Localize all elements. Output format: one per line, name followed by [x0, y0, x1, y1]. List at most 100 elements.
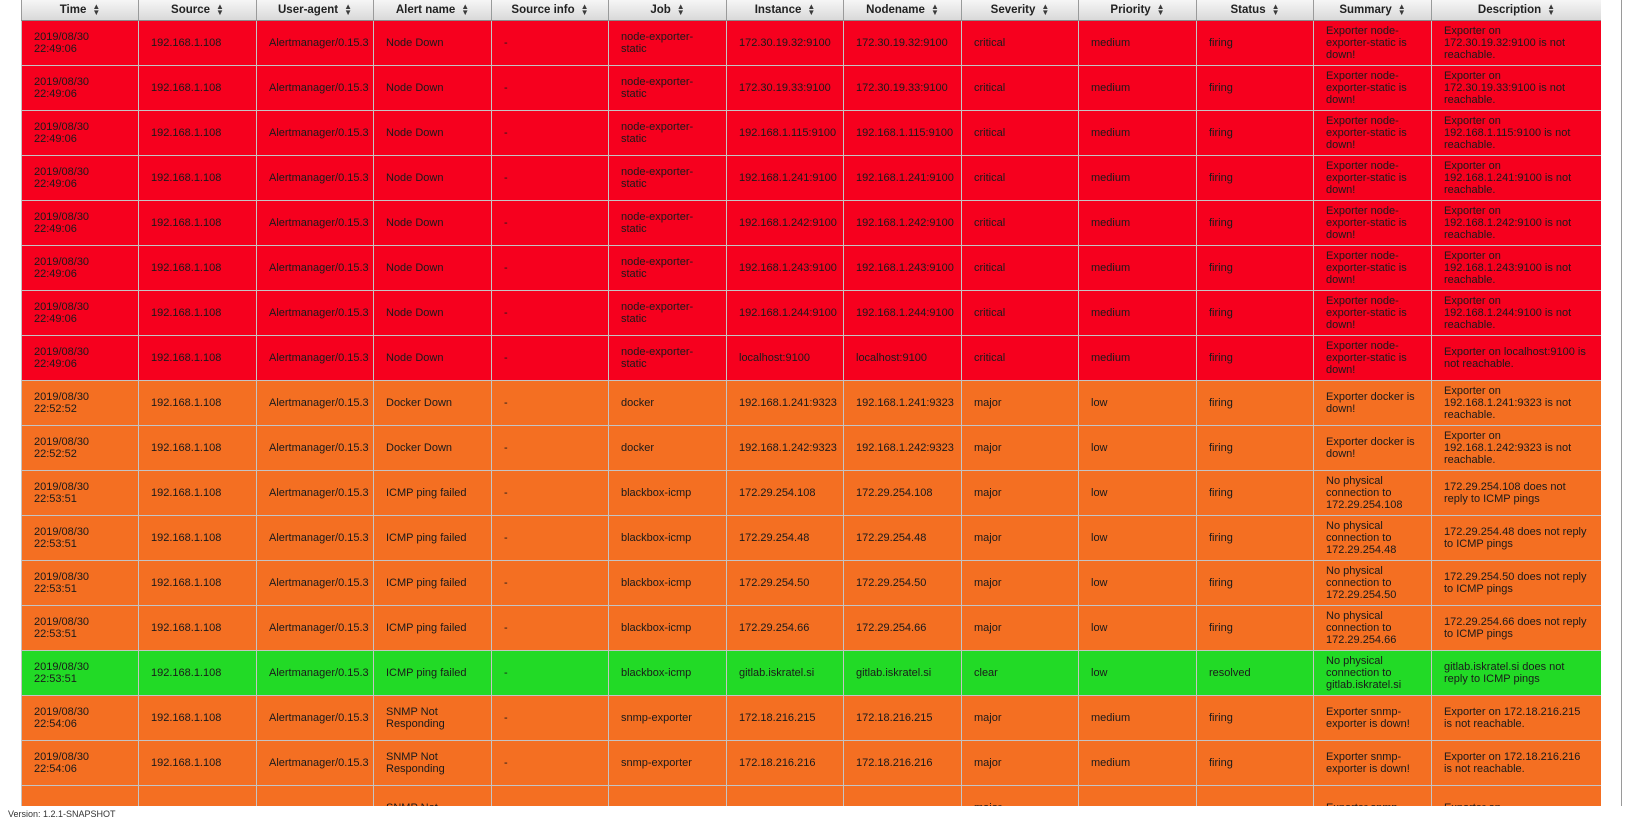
cell-job: blackbox-icmp: [608, 650, 727, 696]
header-row: Time ▲ ▼ Source ▲ ▼ User-agent ▲ ▼ Alert name ▲ ▼ So…: [21, 0, 1602, 21]
cell-user-agent: Alertmanager/0.15.3: [256, 650, 374, 696]
column-header-job[interactable]: Job ▲ ▼: [608, 0, 727, 21]
table-row[interactable]: 2019/08/30 22:49:06 192.168.1.108 Alertman…: [21, 20, 1602, 66]
cell-severity: critical: [961, 290, 1079, 336]
cell-summary: Exporter docker is down!: [1313, 380, 1432, 426]
cell-description: Exporter on 192.168.1.242:9100 is not re…: [1431, 200, 1602, 246]
cell-instance: 172.18.216.216: [726, 740, 844, 786]
cell-nodename: 192.168.1.115:9100: [843, 110, 962, 156]
table-row[interactable]: 2019/08/30 22:54:06 192.168.1.108 Alertman…: [21, 740, 1602, 786]
column-header-description[interactable]: Description ▲ ▼: [1431, 0, 1602, 21]
sort-arrows-icon[interactable]: ▲ ▼: [807, 1, 816, 17]
cell-job: node-exporter-static: [608, 335, 727, 381]
column-header-source[interactable]: Source ▲ ▼: [138, 0, 257, 21]
cell-source: 192.168.1.108: [138, 425, 257, 471]
sort-arrows-icon[interactable]: ▲ ▼: [676, 1, 685, 17]
column-header-label: Instance: [754, 4, 802, 17]
table-row[interactable]: 2019/08/30 22:53:51 192.168.1.108 Alertman…: [21, 605, 1602, 651]
table-row[interactable]: 2019/08/30 22:53:51 192.168.1.108 Alertman…: [21, 515, 1602, 561]
cell-instance: 172.29.254.50: [726, 560, 844, 606]
cell-source-info: -: [491, 65, 609, 111]
cell-instance: 172.30.19.33:9100: [726, 65, 844, 111]
table-row[interactable]: 2019/08/30 22:49:06 192.168.1.108 Alertman…: [21, 65, 1602, 111]
cell-severity: major: [961, 695, 1079, 741]
column-header-time[interactable]: Time ▲ ▼: [21, 0, 139, 21]
cell-nodename: 192.168.1.243:9100: [843, 245, 962, 291]
cell-user-agent: Alertmanager/0.15.3: [256, 425, 374, 471]
column-header-severity[interactable]: Severity ▲ ▼: [961, 0, 1079, 21]
cell-status: firing: [1196, 515, 1314, 561]
cell-summary: Exporter snmp-exporter is down!: [1313, 695, 1432, 741]
cell-alert-name: Node Down: [373, 245, 492, 291]
column-header-priority[interactable]: Priority ▲ ▼: [1078, 0, 1197, 21]
cell-instance: 192.168.1.241:9323: [726, 380, 844, 426]
sort-arrows-icon[interactable]: ▲ ▼: [344, 1, 352, 17]
cell-status: firing: [1196, 560, 1314, 606]
cell-user-agent: Alertmanager/0.15.3: [256, 155, 374, 201]
sort-arrows-icon[interactable]: ▲ ▼: [1041, 1, 1050, 17]
cell-user-agent: [256, 785, 374, 806]
cell-source-info: -: [491, 515, 609, 561]
table-row[interactable]: 2019/08/30 22:49:06 192.168.1.108 Alertman…: [21, 245, 1602, 291]
table-row[interactable]: 2019/08/30 22:52:52 192.168.1.108 Alertman…: [21, 425, 1602, 471]
table-row[interactable]: 2019/08/30 22:53:51 192.168.1.108 Alertman…: [21, 560, 1602, 606]
column-header-status[interactable]: Status ▲ ▼: [1196, 0, 1314, 21]
column-header-user-agent[interactable]: User-agent ▲ ▼: [256, 0, 374, 21]
cell-source: [138, 785, 257, 806]
cell-priority: low: [1078, 560, 1197, 606]
cell-alert-name: SNMP Not Responding: [373, 695, 492, 741]
cell-job: snmp-exporter: [608, 695, 727, 741]
table-row[interactable]: 2019/08/30 22:49:06 192.168.1.108 Alertman…: [21, 110, 1602, 156]
cell-priority: medium: [1078, 335, 1197, 381]
cell-time: 2019/08/30 22:49:06: [21, 20, 139, 66]
scrollbar-track[interactable]: [1601, 0, 1629, 806]
cell-source: 192.168.1.108: [138, 20, 257, 66]
column-header-instance[interactable]: Instance ▲ ▼: [726, 0, 844, 21]
sort-arrows-icon[interactable]: ▲ ▼: [930, 1, 939, 17]
table-row[interactable]: 2019/08/30 22:53:51 192.168.1.108 Alertman…: [21, 650, 1602, 696]
table-row[interactable]: 2019/08/30 22:54:06 192.168.1.108 Alertman…: [21, 695, 1602, 741]
cell-status: resolved: [1196, 650, 1314, 696]
table-row[interactable]: SNMP Not major Exporter snmp-Exporter on: [21, 785, 1602, 806]
cell-description: Exporter on 192.168.1.243:9100 is not re…: [1431, 245, 1602, 291]
cell-job: node-exporter-static: [608, 20, 727, 66]
sort-arrows-icon[interactable]: ▲ ▼: [92, 1, 101, 17]
column-header-summary[interactable]: Summary ▲ ▼: [1313, 0, 1432, 21]
cell-severity: critical: [961, 200, 1079, 246]
table-row[interactable]: 2019/08/30 22:52:52 192.168.1.108 Alertman…: [21, 380, 1602, 426]
cell-instance: 172.29.254.48: [726, 515, 844, 561]
cell-description: Exporter on 192.168.1.244:9100 is not re…: [1431, 290, 1602, 336]
cell-status: [1196, 785, 1314, 806]
sort-arrows-icon[interactable]: ▲ ▼: [580, 1, 589, 17]
cell-user-agent: Alertmanager/0.15.3: [256, 380, 374, 426]
cell-priority: medium: [1078, 155, 1197, 201]
cell-job: node-exporter-static: [608, 290, 727, 336]
cell-job: node-exporter-static: [608, 155, 727, 201]
sort-arrows-icon[interactable]: ▲ ▼: [1271, 1, 1280, 17]
sort-arrows-icon[interactable]: ▲ ▼: [1156, 1, 1165, 17]
cell-severity: major: [961, 740, 1079, 786]
cell-user-agent: Alertmanager/0.15.3: [256, 515, 374, 561]
sort-arrows-icon[interactable]: ▲ ▼: [461, 1, 470, 17]
column-header-label: Priority: [1110, 4, 1151, 17]
column-header-source-info[interactable]: Source info ▲ ▼: [491, 0, 609, 21]
cell-source-info: -: [491, 605, 609, 651]
sort-arrows-icon[interactable]: ▲ ▼: [1547, 1, 1556, 17]
table-row[interactable]: 2019/08/30 22:49:06 192.168.1.108 Alertman…: [21, 335, 1602, 381]
sort-arrows-icon[interactable]: ▲ ▼: [216, 1, 224, 17]
cell-severity: major: [961, 425, 1079, 471]
cell-source-info: -: [491, 470, 609, 516]
cell-instance: 172.30.19.32:9100: [726, 20, 844, 66]
table-row[interactable]: 2019/08/30 22:53:51 192.168.1.108 Alertman…: [21, 470, 1602, 516]
column-header-nodename[interactable]: Nodename ▲ ▼: [843, 0, 962, 21]
cell-source: 192.168.1.108: [138, 245, 257, 291]
table-row[interactable]: 2019/08/30 22:49:06 192.168.1.108 Alertman…: [21, 200, 1602, 246]
table-row[interactable]: 2019/08/30 22:49:06 192.168.1.108 Alertman…: [21, 290, 1602, 336]
sort-arrows-icon[interactable]: ▲ ▼: [1397, 1, 1406, 17]
cell-status: firing: [1196, 200, 1314, 246]
column-header-alert-name[interactable]: Alert name ▲ ▼: [373, 0, 492, 21]
cell-instance: 172.29.254.108: [726, 470, 844, 516]
cell-status: firing: [1196, 425, 1314, 471]
table-row[interactable]: 2019/08/30 22:49:06 192.168.1.108 Alertman…: [21, 155, 1602, 201]
